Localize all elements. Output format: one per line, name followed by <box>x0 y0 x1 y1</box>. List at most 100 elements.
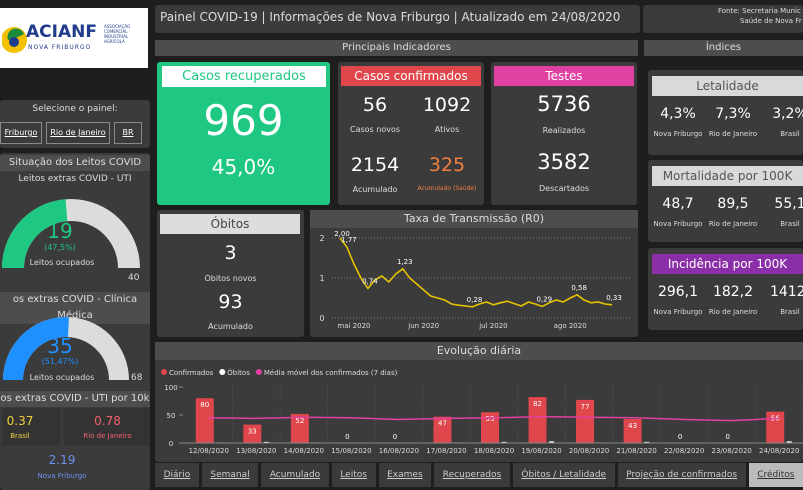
card-label: Óbitos novos <box>204 274 257 283</box>
tab[interactable]: Créditos <box>748 463 803 487</box>
selector-label: Selecione o painel: <box>32 104 118 114</box>
card-value: 5736 <box>537 92 591 116</box>
legend-marker <box>161 369 167 375</box>
tab[interactable]: Óbitos / Letalidade <box>512 463 615 487</box>
data-label: 0,74 <box>362 277 378 285</box>
bar <box>433 416 452 443</box>
source-line: Saúde de Nova Fr <box>740 17 802 25</box>
index-place: Brasil <box>780 130 800 138</box>
y-tick-label: 2 <box>319 234 324 243</box>
bar <box>501 441 507 443</box>
logo-name: ACIANF <box>26 22 97 42</box>
gauge <box>3 317 129 380</box>
bar <box>623 418 642 443</box>
card-title: Óbitos <box>160 214 300 234</box>
index-title: Letalidade <box>652 76 803 96</box>
x-tick-label: 13/08/2020 <box>236 447 276 455</box>
bar <box>786 441 792 443</box>
gauge-title: Leitos extras COVID - UTI <box>18 174 132 184</box>
x-tick-label: 22/08/2020 <box>664 447 704 455</box>
card-value: 2154 <box>350 154 400 176</box>
section-title: Principais Indicadores <box>155 40 638 56</box>
bar <box>481 412 499 443</box>
data-label: 0,29 <box>536 295 552 303</box>
data-label: 1,23 <box>397 258 413 266</box>
bar <box>528 397 547 443</box>
x-tick-label: 20/08/2020 <box>569 447 609 455</box>
per10k-cell <box>2 408 60 446</box>
x-tick-label: 12/08/2020 <box>189 447 229 455</box>
tab[interactable]: Diário <box>155 463 199 487</box>
x-tick-label: mai 2020 <box>337 322 370 330</box>
index-value: 1412, <box>769 284 803 300</box>
bar <box>195 398 214 443</box>
header-title: Painel COVID-19 | Informações de Nova Fr… <box>160 10 621 24</box>
index-place: Rio de Janeiro <box>708 130 758 138</box>
gauge-max: 40 <box>128 273 140 283</box>
data-label: 0,28 <box>467 296 483 304</box>
index-value: 7,3% <box>715 106 751 122</box>
x-tick-label: 17/08/2020 <box>426 447 466 455</box>
per10k-place: Nova Friburgo <box>37 472 87 480</box>
daily-chart: 0 50 100 Confirmados Óbitos Média móvel dos c… <box>161 368 803 455</box>
tab[interactable]: Leitos <box>331 463 376 487</box>
per10k-place: Brasil <box>10 432 30 440</box>
tab[interactable]: Recuperados <box>434 463 510 487</box>
card-label: Descartados <box>538 184 590 193</box>
data-label: 0 <box>678 433 682 441</box>
index-value: 89,5 <box>717 196 749 212</box>
index-title: Mortalidade por 100K <box>652 166 803 186</box>
bar <box>549 441 555 443</box>
per10k-value: 0.37 <box>6 414 34 428</box>
index-place: Nova Friburgo <box>653 130 703 138</box>
selector-option[interactable]: Friburgo <box>0 122 42 144</box>
gauge-fill <box>2 199 68 268</box>
tagline: COMERCIAL <box>104 29 128 34</box>
bar <box>243 424 262 443</box>
data-label: 0,58 <box>571 284 587 292</box>
data-label: 55 <box>486 415 495 423</box>
card-label: Casos novos <box>349 125 401 134</box>
card-label: Realizados <box>542 126 586 135</box>
data-label: 47 <box>438 420 447 428</box>
index-value: 48,7 <box>662 196 694 212</box>
data-label: 0 <box>345 433 349 441</box>
gauge-fill <box>3 317 69 380</box>
bar <box>263 441 269 443</box>
legend-label: Confirmados <box>169 369 214 377</box>
index-value: 296,1 <box>657 284 699 300</box>
data-label: 80 <box>200 401 209 409</box>
card-value: 325 <box>428 154 466 176</box>
index-value: 3,2% <box>772 106 803 122</box>
x-tick-label: 15/08/2020 <box>331 447 371 455</box>
beds-title: Situação dos Leitos COVID <box>0 155 150 171</box>
selector-option[interactable]: Rio de Janeiro <box>46 122 110 144</box>
selector-panel <box>0 100 150 148</box>
data-label: 2,00 <box>334 230 350 238</box>
index-title: Incidência por 100K <box>652 254 803 274</box>
bar <box>290 413 309 443</box>
x-tick-label: 16/08/2020 <box>379 447 419 455</box>
tab[interactable]: Exames <box>378 463 432 487</box>
data-label: 0 <box>393 433 397 441</box>
chart-title: Evolução diária <box>155 342 803 360</box>
card-title: Casos confirmados <box>341 66 481 86</box>
card-title: Testes <box>494 66 634 86</box>
tab[interactable]: Semanal <box>201 463 259 487</box>
index-value: 55,1 <box>774 196 803 212</box>
tagline: AGRÍCOLA <box>104 39 125 44</box>
card-label: Acumulado <box>208 322 253 331</box>
tab[interactable]: Projeção de confirmados <box>617 463 746 487</box>
data-label: 33 <box>248 428 257 436</box>
index-place: Rio de Janeiro <box>708 308 758 316</box>
x-tick-label: 18/08/2020 <box>474 447 514 455</box>
card-label: Acumulado <box>352 185 398 194</box>
gauge-max: 68 <box>131 373 143 383</box>
index-place: Nova Friburgo <box>653 308 703 316</box>
tab[interactable]: Acumulado <box>261 463 329 487</box>
selector-option[interactable]: BR <box>114 122 142 144</box>
legend-marker <box>219 369 226 375</box>
gauge-percent: (51,47%) <box>41 357 79 366</box>
data-label: 43 <box>628 422 637 430</box>
